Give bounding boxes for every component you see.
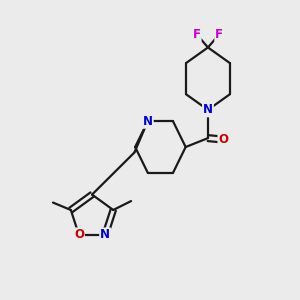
Text: N: N: [100, 228, 110, 242]
Text: F: F: [193, 28, 201, 41]
Text: O: O: [218, 133, 228, 146]
Text: F: F: [215, 28, 223, 41]
Text: N: N: [203, 103, 213, 116]
Text: N: N: [143, 115, 153, 128]
Text: O: O: [74, 228, 84, 242]
